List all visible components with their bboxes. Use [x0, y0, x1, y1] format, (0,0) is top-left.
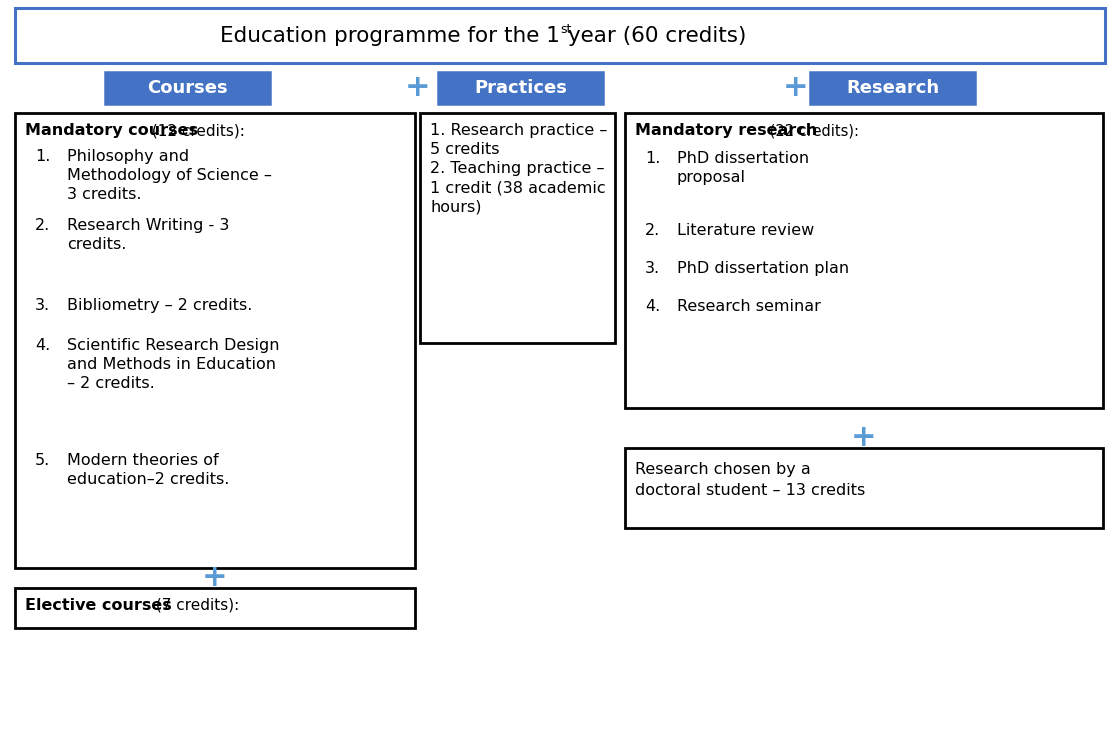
Bar [105, 72, 271, 104]
Text: Practices: Practices [474, 79, 567, 97]
Text: Literature review: Literature review [678, 223, 814, 238]
Text: 3.: 3. [35, 298, 50, 313]
Text: Bibliometry – 2 credits.: Bibliometry – 2 credits. [67, 298, 253, 313]
Text: 4.: 4. [35, 338, 50, 353]
Text: (22 credits):: (22 credits): [765, 123, 859, 138]
Text: (7 credits):: (7 credits): [151, 598, 239, 613]
Text: (12 credits):: (12 credits): [148, 123, 245, 138]
Text: Research chosen by a
doctoral student – 13 credits: Research chosen by a doctoral student – … [635, 462, 865, 498]
Text: Research: Research [846, 79, 939, 97]
Bar [420, 113, 615, 343]
Text: PhD dissertation
proposal: PhD dissertation proposal [678, 151, 809, 186]
Text: Philosophy and
Methodology of Science –
3 credits.: Philosophy and Methodology of Science – … [67, 149, 272, 203]
Text: 2.: 2. [35, 218, 50, 233]
Text: Mandatory research: Mandatory research [635, 123, 817, 138]
Text: 1.: 1. [35, 149, 50, 164]
Bar [15, 113, 415, 568]
Text: Research Writing - 3
credits.: Research Writing - 3 credits. [67, 218, 229, 253]
Text: 1.: 1. [645, 151, 661, 166]
Text: +: + [784, 74, 808, 103]
Bar [15, 8, 1105, 63]
Text: st: st [560, 23, 571, 36]
Text: Scientific Research Design
and Methods in Education
– 2 credits.: Scientific Research Design and Methods i… [67, 338, 280, 391]
Text: 2.: 2. [645, 223, 661, 238]
Bar [15, 588, 415, 628]
Text: 3.: 3. [645, 261, 660, 276]
Bar [438, 72, 603, 104]
Bar [625, 448, 1103, 528]
Text: Courses: Courses [148, 79, 228, 97]
Bar [811, 72, 975, 104]
Bar [625, 113, 1103, 408]
Text: +: + [202, 563, 228, 592]
Text: Modern theories of
education–2 credits.: Modern theories of education–2 credits. [67, 453, 229, 487]
Text: Education programme for the 1: Education programme for the 1 [220, 25, 560, 45]
Text: year (60 credits): year (60 credits) [561, 25, 747, 45]
Text: 1. Research practice –
5 credits
2. Teaching practice –
1 credit (38 academic
ho: 1. Research practice – 5 credits 2. Teac… [430, 123, 607, 215]
Text: +: + [851, 423, 877, 452]
Text: 4.: 4. [645, 299, 661, 314]
Text: Mandatory courses: Mandatory courses [25, 123, 198, 138]
Text: Elective courses: Elective courses [25, 598, 172, 613]
Text: Research seminar: Research seminar [678, 299, 821, 314]
Text: 5.: 5. [35, 453, 50, 468]
Text: PhD dissertation plan: PhD dissertation plan [678, 261, 850, 276]
Text: +: + [405, 74, 430, 103]
